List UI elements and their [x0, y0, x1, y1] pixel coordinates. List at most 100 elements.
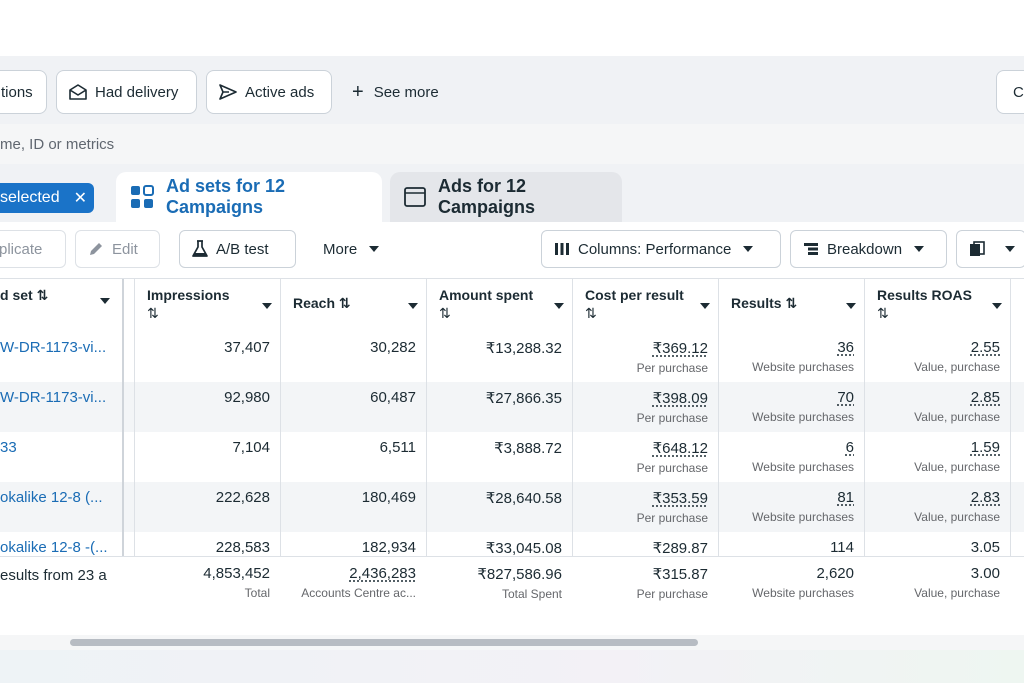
- tab-ad-sets-label: Ad sets for 12 Campaigns: [166, 176, 286, 217]
- ab-test-button[interactable]: A/B test: [179, 230, 296, 268]
- search-placeholder: me, ID or metrics: [0, 135, 115, 153]
- sort-icon: ⇅: [147, 305, 159, 321]
- horizontal-scrollbar[interactable]: [0, 635, 1024, 650]
- had-delivery-filter[interactable]: Had delivery: [56, 70, 197, 114]
- ad-set-name[interactable]: W-DR-1173-vi...: [0, 339, 107, 356]
- ad-set-name[interactable]: W-DR-1173-vi...: [0, 389, 107, 406]
- columns-dropdown[interactable]: Columns: Performance: [541, 230, 781, 268]
- roas-cell[interactable]: 2.85: [970, 389, 1000, 406]
- roas-header[interactable]: Results ROAS ⇅: [865, 279, 1010, 331]
- report-icon: [969, 241, 985, 257]
- results-cell[interactable]: 81: [837, 489, 854, 506]
- impressions-header[interactable]: Impressions ⇅: [135, 279, 280, 331]
- total-reach[interactable]: 2,436,283: [349, 565, 416, 582]
- name-header[interactable]: d set ⇅: [0, 279, 122, 331]
- ad-set-name[interactable]: 33: [0, 439, 17, 456]
- filter-chip-partial[interactable]: tions: [0, 70, 47, 114]
- table-row[interactable]: okalike 12-8 (...: [0, 481, 122, 531]
- impressions-cell: 37,407: [224, 339, 270, 356]
- pencil-icon: [88, 241, 104, 257]
- impressions-cell: 7,104: [232, 439, 270, 456]
- results-cell[interactable]: 36: [837, 339, 854, 356]
- table-row[interactable]: okalike 12-8 -(...: [0, 531, 122, 581]
- cpr-cell[interactable]: ₹353.59: [652, 490, 708, 507]
- action-toolbar: plicate Edit A/B test More Columns: Perf…: [0, 222, 1024, 278]
- cost-per-result-header[interactable]: Cost per result ⇅: [573, 279, 718, 331]
- reach-header[interactable]: Reach ⇅: [281, 279, 426, 331]
- results-header[interactable]: Results ⇅: [719, 279, 864, 331]
- sort-icon: ⇅: [439, 305, 451, 321]
- chevron-down-icon[interactable]: [408, 303, 418, 309]
- cpr-cell[interactable]: ₹648.12: [652, 440, 708, 457]
- ad-set-name[interactable]: okalike 12-8 -(...: [0, 539, 108, 556]
- flask-icon: [192, 240, 208, 258]
- scrollbar-thumb[interactable]: [70, 639, 698, 646]
- chevron-down-icon[interactable]: [846, 303, 856, 309]
- impressions-cell: 228,583: [215, 539, 270, 556]
- right-action-label: C: [1013, 83, 1024, 101]
- amount-cell: ₹33,045.08: [485, 540, 562, 557]
- reach-cell: 180,469: [361, 489, 416, 506]
- active-ads-filter[interactable]: Active ads: [206, 70, 332, 114]
- active-ads-label: Active ads: [245, 83, 315, 101]
- more-dropdown[interactable]: More: [310, 230, 390, 268]
- roas-subtext: Value, purchase: [914, 410, 1000, 424]
- roas-cell[interactable]: 1.59: [970, 439, 1000, 456]
- table-row[interactable]: W-DR-1173-vi...: [0, 331, 122, 381]
- roas-cell[interactable]: 2.83: [970, 489, 1000, 506]
- results-cell[interactable]: 6: [845, 439, 854, 456]
- chevron-down-icon[interactable]: [554, 303, 564, 309]
- cpr-cell[interactable]: ₹398.09: [652, 390, 708, 407]
- tab-ads[interactable]: Ads for 12 Campaigns: [390, 172, 622, 222]
- breakdown-dropdown[interactable]: Breakdown: [790, 230, 947, 268]
- results-cell[interactable]: 70: [837, 389, 854, 406]
- edit-button[interactable]: Edit: [75, 230, 160, 268]
- amount-cell: ₹3,888.72: [494, 440, 562, 457]
- chevron-down-icon[interactable]: [992, 303, 1002, 309]
- ad-set-name[interactable]: okalike 12-8 (...: [0, 489, 103, 506]
- duplicate-button[interactable]: plicate: [0, 230, 66, 268]
- total-amount-sub: Total Spent: [501, 587, 562, 601]
- ads-manager-panel: tions Had delivery Active ads + See more…: [0, 56, 1024, 650]
- column-divider: [572, 279, 573, 635]
- campaigns-selected-tab[interactable]: selected ✕: [0, 183, 94, 213]
- table-row[interactable]: W-DR-1173-vi...: [0, 381, 122, 431]
- column-divider: [864, 279, 865, 635]
- filter-chip-partial-label: tions: [1, 83, 33, 101]
- amount-spent-column: Amount spent ⇅ ₹13,288.32 ₹27,866.35 ₹3,…: [427, 279, 572, 635]
- roas-cell: 3.05: [970, 539, 1000, 556]
- duplicate-label: plicate: [0, 240, 43, 258]
- window-bottom-area: [0, 650, 1024, 683]
- roas-subtext: Value, purchase: [914, 510, 1000, 524]
- send-icon: [219, 84, 237, 100]
- see-more-button[interactable]: + See more: [352, 70, 439, 114]
- chevron-down-icon: [1005, 246, 1015, 252]
- roas-header-label: Results ROAS: [877, 287, 972, 303]
- roas-cell[interactable]: 2.55: [970, 339, 1000, 356]
- right-action-button[interactable]: C: [996, 70, 1024, 114]
- cpr-subtext: Per purchase: [636, 461, 708, 475]
- column-divider: [426, 279, 427, 635]
- amount-spent-header[interactable]: Amount spent ⇅: [427, 279, 572, 331]
- total-impressions: 4,853,452: [203, 565, 270, 582]
- reach-cell: 60,487: [370, 389, 416, 406]
- chevron-down-icon[interactable]: [700, 303, 710, 309]
- chevron-down-icon[interactable]: [100, 298, 110, 304]
- name-column: d set ⇅ W-DR-1173-vi... W-DR-1173-vi... …: [0, 279, 122, 635]
- column-divider: [1010, 279, 1011, 635]
- had-delivery-label: Had delivery: [95, 83, 179, 101]
- breakdown-label: Breakdown: [827, 240, 903, 258]
- impressions-cell: 222,628: [215, 489, 270, 506]
- search-input[interactable]: me, ID or metrics: [0, 124, 1024, 164]
- reports-dropdown[interactable]: [956, 230, 1024, 268]
- ab-test-label: A/B test: [216, 240, 269, 258]
- table-row[interactable]: 33: [0, 431, 122, 481]
- tab-ad-sets[interactable]: Ad sets for 12 Campaigns: [116, 172, 382, 222]
- cpr-cell[interactable]: ₹369.12: [652, 340, 708, 357]
- reach-header-label: Reach ⇅: [293, 295, 351, 311]
- chevron-down-icon[interactable]: [262, 303, 272, 309]
- envelope-icon: [69, 84, 87, 100]
- close-icon[interactable]: ✕: [73, 190, 87, 207]
- total-results: 2,620: [816, 565, 854, 582]
- column-divider: [280, 279, 281, 635]
